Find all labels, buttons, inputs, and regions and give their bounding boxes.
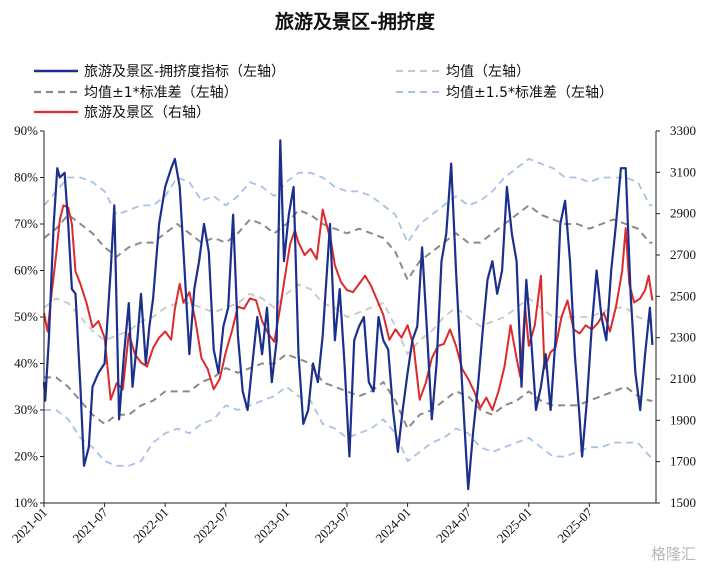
- legend-label-crowd: 旅游及景区-拥挤度指标（左轴）: [84, 64, 285, 80]
- watermark-text: 格隆汇: [651, 545, 696, 563]
- axes: 10% 20% 30% 40% 50% 60% 70% 80% 90% 1500 1700 1900 2…: [9, 123, 696, 546]
- right-tick-label: 1900: [670, 412, 696, 427]
- plot-area: [42, 139, 654, 491]
- left-tick-label: 30%: [14, 402, 38, 417]
- legend-label-index: 旅游及景区（右轴）: [84, 105, 210, 121]
- x-tick-label: 2022-07: [191, 504, 233, 546]
- x-tick-label: 2021-07: [69, 504, 111, 546]
- left-tick-label: 90%: [14, 123, 38, 138]
- x-tick-label: 2025-07: [554, 504, 596, 546]
- right-tick-label: 2500: [670, 288, 696, 303]
- legend-label-mean: 均值（左轴）: [446, 64, 530, 80]
- x-tick-label: 2023-07: [312, 504, 354, 546]
- series-mean-line: [43, 283, 653, 356]
- legend: 旅游及景区-拥挤度指标（左轴） 均值（左轴） 均值±1*标准差（左轴） 均值±1.5*…: [34, 64, 613, 121]
- left-tick-label: 10%: [14, 495, 38, 510]
- chart-title: 旅游及景区-拥挤度: [275, 10, 436, 33]
- left-tick-label: 70%: [14, 216, 38, 231]
- series-index-line: [43, 204, 654, 411]
- right-tick-label: 2100: [670, 371, 696, 386]
- series-crowd-line: [42, 139, 654, 491]
- left-tick-label: 40%: [14, 356, 38, 371]
- series-lower-1_5std-line: [44, 385, 653, 467]
- left-tick-label: 20%: [14, 449, 38, 464]
- right-tick-label: 2700: [670, 247, 696, 262]
- right-tick-label: 1500: [670, 495, 696, 510]
- right-tick-label: 3100: [670, 164, 696, 179]
- x-tick-label: 2023-01: [251, 505, 292, 546]
- right-tick-label: 2900: [670, 206, 696, 221]
- legend-label-band15: 均值±1.5*标准差（左轴）: [446, 85, 613, 101]
- series-upper-1std-line: [43, 204, 653, 281]
- right-tick-label: 2300: [670, 330, 696, 345]
- x-tick-label: 2024-07: [433, 504, 475, 546]
- x-tick-label: 2022-01: [130, 505, 171, 546]
- left-tick-label: 60%: [14, 263, 38, 278]
- right-tick-label: 1700: [670, 454, 696, 469]
- left-tick-label: 50%: [14, 309, 38, 324]
- series-upper-1_5std-line: [43, 158, 653, 244]
- right-tick-label: 3300: [670, 123, 696, 138]
- x-tick-label: 2021-01: [9, 505, 50, 546]
- x-tick-label: 2024-01: [372, 505, 413, 546]
- legend-label-band1: 均值±1*标准差（左轴）: [84, 85, 238, 101]
- x-tick-label: 2025-01: [494, 505, 535, 546]
- left-tick-label: 80%: [14, 170, 38, 185]
